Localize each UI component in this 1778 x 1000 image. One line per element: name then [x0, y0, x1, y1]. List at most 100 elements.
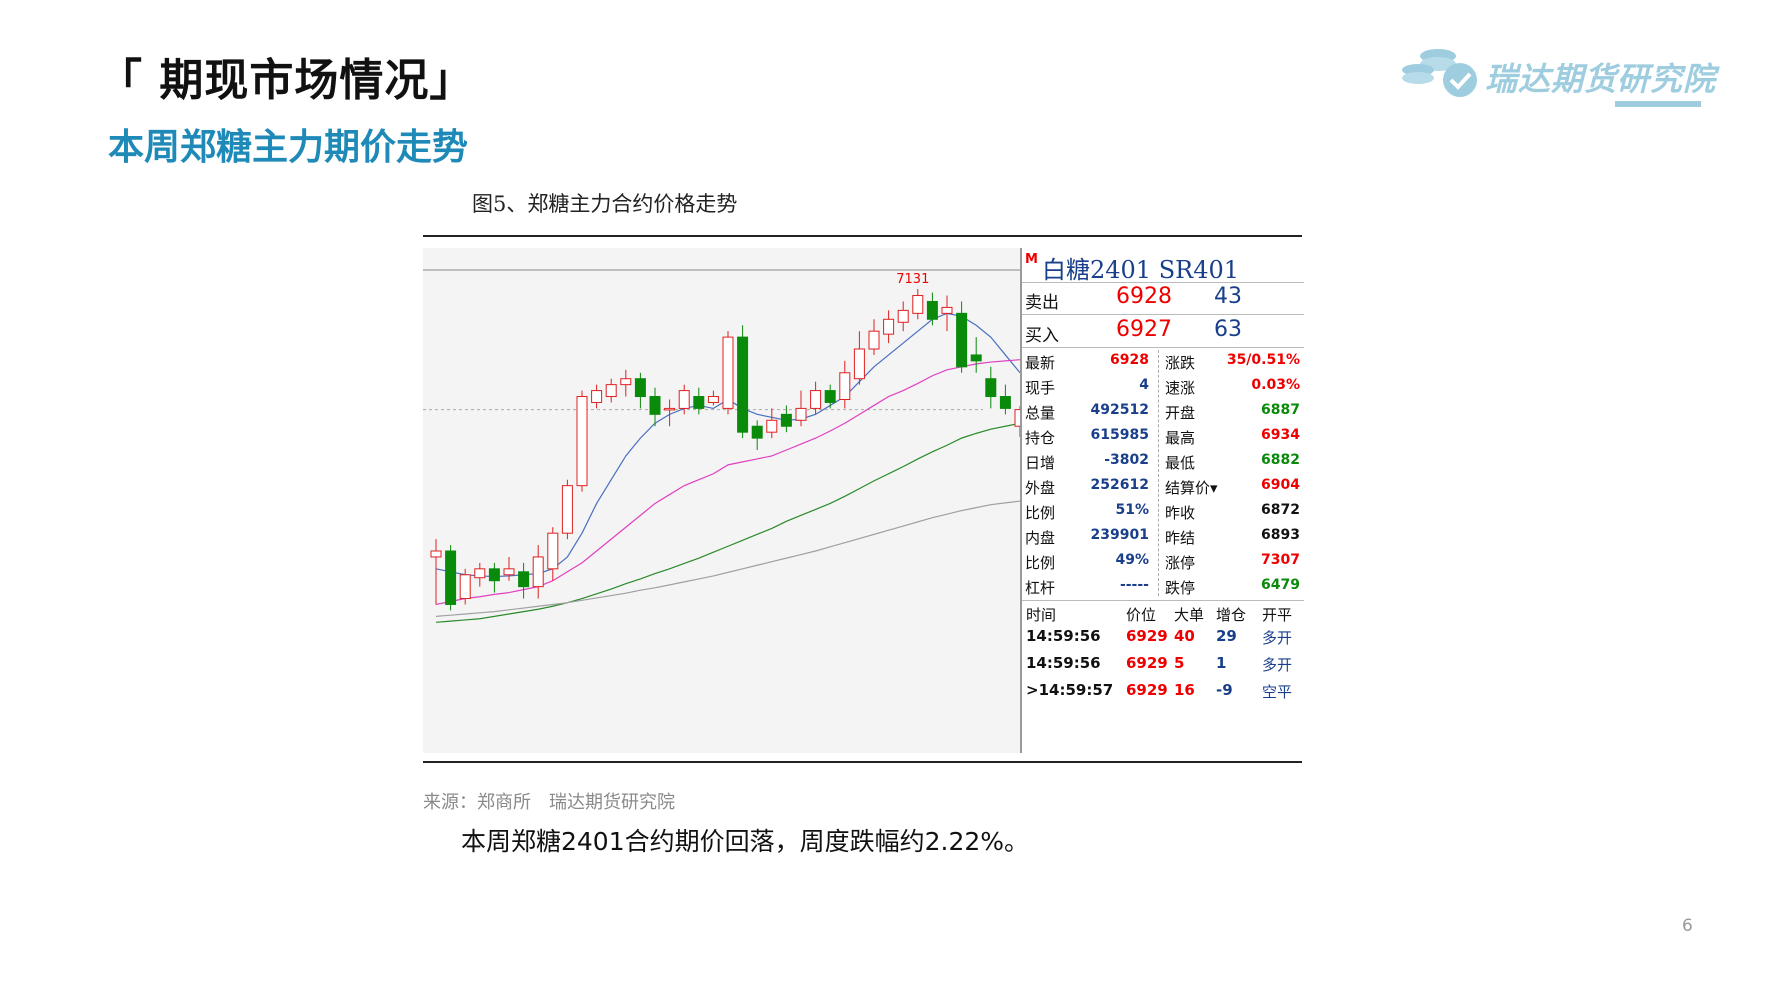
candle-body	[474, 568, 486, 579]
trade-type: 多开	[1262, 629, 1293, 647]
stat-label: 涨跌	[1165, 354, 1196, 372]
trade-price: 6929	[1126, 681, 1168, 699]
stat-value: 49%	[1115, 552, 1149, 568]
quote-stat-row: 最新 6928 涨跌 35/0.51%	[1022, 349, 1304, 374]
stat-value: -----	[1119, 577, 1149, 593]
candle-body	[839, 372, 851, 401]
candle-body	[532, 556, 544, 588]
stat-label: 总量	[1025, 404, 1056, 422]
moving-average-line	[435, 500, 1021, 617]
stat-value: 492512	[1090, 402, 1149, 418]
candle-body	[824, 390, 836, 403]
stat-value: 6872	[1261, 502, 1300, 518]
candle-body	[634, 378, 646, 398]
ask-volume: 43	[1214, 284, 1242, 309]
stat-label: 最新	[1025, 354, 1056, 372]
stat-value: 35/0.51%	[1226, 352, 1300, 368]
coins-logo-icon	[1402, 49, 1477, 97]
candle-body	[780, 413, 792, 427]
candlestick-chart: 7131	[423, 248, 1026, 753]
trade-oi: 29	[1216, 627, 1237, 645]
trade-row: 14:59:56 6929 5 1 多开	[1022, 651, 1304, 676]
stat-label: 昨收	[1165, 504, 1196, 522]
bid-row: 买入 6927 63	[1022, 315, 1304, 348]
candle-body	[883, 318, 895, 335]
stat-label: 比例	[1025, 554, 1056, 572]
stat-value: 7307	[1261, 552, 1300, 568]
quote-header: M 白糖2401 SR401	[1022, 248, 1304, 284]
quote-stat-row: 持仓 615985 最高 6934	[1022, 424, 1304, 449]
candle-body	[722, 336, 734, 409]
ask-row: 卖出 6928 43	[1022, 282, 1304, 315]
trade-row: 14:59:56 6929 40 29 多开	[1022, 624, 1304, 649]
candle-body	[430, 550, 442, 558]
candle-body	[766, 419, 778, 433]
trade-size: 16	[1174, 681, 1195, 699]
stat-label: 持仓	[1025, 429, 1056, 447]
quote-stat-row: 外盘 252612 结算价▾ 6904	[1022, 474, 1304, 499]
figure-top-rule	[423, 235, 1302, 237]
candle-body	[956, 312, 968, 368]
moving-average-line	[435, 422, 1021, 623]
figure-bottom-rule	[423, 761, 1302, 763]
candle-body	[999, 396, 1011, 409]
trade-size: 40	[1174, 627, 1195, 645]
stat-label: 现手	[1025, 379, 1056, 397]
candle-body	[853, 348, 865, 380]
trade-size: 5	[1174, 654, 1185, 672]
candle-body	[912, 295, 924, 314]
candle-body	[649, 396, 661, 415]
quote-stat-row: 杠杆 ----- 跌停 6479	[1022, 574, 1304, 599]
header-oi: 增仓	[1216, 606, 1247, 624]
bid-volume: 63	[1214, 317, 1242, 342]
stat-label: 速涨	[1165, 379, 1196, 397]
candle-body	[926, 300, 938, 320]
trade-type: 空平	[1262, 683, 1293, 701]
candle-body	[518, 571, 530, 588]
stat-value: 6928	[1110, 352, 1149, 368]
stat-label: 开盘	[1165, 404, 1196, 422]
quote-stat-row: 总量 492512 开盘 6887	[1022, 399, 1304, 424]
candle-body	[459, 574, 471, 600]
quote-stat-row: 现手 4 速涨 0.03%	[1022, 374, 1304, 399]
candle-body	[605, 384, 617, 398]
stat-label: 最高	[1165, 429, 1196, 447]
stat-label: 跌停	[1165, 579, 1196, 597]
candle-body	[620, 378, 632, 386]
stat-label: 最低	[1165, 454, 1196, 472]
trade-row: >14:59:57 6929 16 -9 空平	[1022, 678, 1304, 703]
stat-value: -3802	[1104, 452, 1149, 468]
header-price: 价位	[1126, 606, 1157, 624]
quote-stat-row: 比例 49% 涨停 7307	[1022, 549, 1304, 574]
logo-underline	[1615, 101, 1701, 107]
candle-body	[737, 336, 749, 433]
quote-stat-row: 日增 -3802 最低 6882	[1022, 449, 1304, 474]
candle-body	[795, 407, 807, 421]
candle-body	[693, 396, 705, 409]
header-type: 开平	[1262, 606, 1293, 624]
candle-body	[547, 532, 559, 570]
figure-caption: 图5、郑糖主力合约价格走势	[472, 192, 738, 216]
bid-price: 6927	[1116, 317, 1172, 342]
ask-label: 卖出	[1025, 293, 1059, 313]
stat-value: 615985	[1090, 427, 1149, 443]
candle-body	[576, 396, 588, 487]
ask-price: 6928	[1116, 284, 1172, 309]
candle-body	[707, 396, 719, 403]
summary-text: 本周郑糖2401合约期价回落，周度跌幅约2.22%。	[461, 827, 1030, 856]
stat-value: 6904	[1261, 477, 1300, 493]
stat-label: 杠杆	[1025, 579, 1056, 597]
candle-body	[970, 354, 982, 362]
bid-label: 买入	[1025, 326, 1059, 346]
contract-title: 白糖2401 SR401	[1042, 256, 1240, 284]
slide-title: 「 期现市场情况」	[98, 55, 475, 106]
logo-text: 瑞达期货研究院	[1485, 60, 1717, 98]
slide-subtitle: 本周郑糖主力期价走势	[108, 127, 469, 168]
stat-value: 6887	[1261, 402, 1300, 418]
source-note: 来源：郑商所 瑞达期货研究院	[423, 792, 675, 813]
stat-label: 日增	[1025, 454, 1056, 472]
stat-value: 6893	[1261, 527, 1300, 543]
stat-label: 外盘	[1025, 479, 1056, 497]
trade-price: 6929	[1126, 654, 1168, 672]
page-number: 6	[1682, 916, 1693, 936]
